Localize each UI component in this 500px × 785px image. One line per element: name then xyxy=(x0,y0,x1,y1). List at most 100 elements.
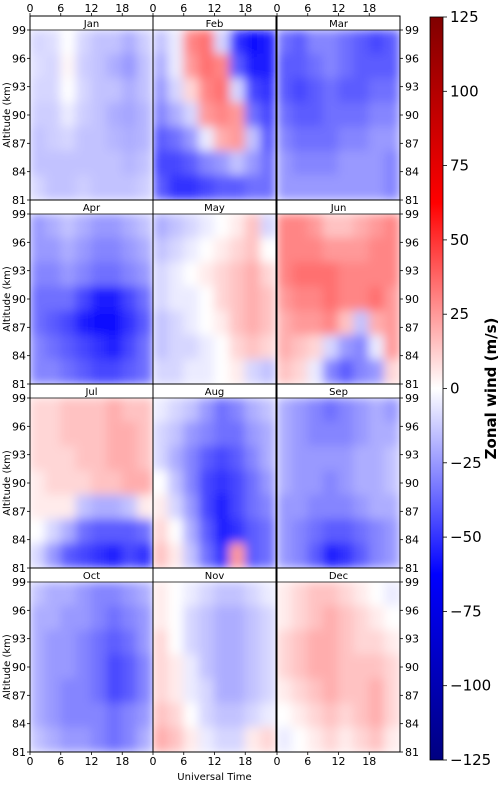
x-tick-label-bottom: 0 xyxy=(150,755,157,768)
heat-cell xyxy=(198,53,216,80)
heat-cell xyxy=(60,470,77,496)
heat-cell xyxy=(153,150,169,177)
heat-cell xyxy=(214,102,231,128)
heat-cell xyxy=(198,494,216,520)
heat-cell xyxy=(229,150,246,177)
y-tick-label-right: 81 xyxy=(405,562,419,575)
y-tick-label-right: 81 xyxy=(405,378,419,391)
heat-cell xyxy=(338,678,355,704)
heat-cell xyxy=(153,470,169,496)
heat-cell xyxy=(338,126,355,152)
y-tick-label-right: 93 xyxy=(405,449,419,462)
heat-cell xyxy=(291,654,309,680)
heat-cell xyxy=(75,102,93,128)
heat-cell xyxy=(60,421,77,448)
heat-cell xyxy=(214,518,231,545)
heat-cell xyxy=(75,543,93,568)
panel-title-bg xyxy=(277,384,400,398)
heat-cell xyxy=(214,494,231,520)
heat-cell xyxy=(384,654,400,680)
heat-cell xyxy=(91,421,108,448)
heat-cell xyxy=(322,126,340,152)
y-tick-label-right: 81 xyxy=(405,746,419,759)
heat-cell xyxy=(167,654,185,680)
heat-cell xyxy=(291,605,309,632)
heat-cell xyxy=(198,470,216,496)
panel-oct: Oct xyxy=(27,567,154,755)
heat-cell xyxy=(322,727,340,752)
heat-cell xyxy=(121,175,139,200)
heat-cell xyxy=(353,494,370,520)
heat-cell xyxy=(137,518,153,545)
heat-cell xyxy=(91,310,108,336)
heat-cell xyxy=(322,237,340,264)
panel-title-bg xyxy=(153,200,276,214)
heat-cell xyxy=(322,310,340,336)
x-tick-label-top: 6 xyxy=(180,2,187,15)
heat-cell xyxy=(384,543,400,568)
heat-cell xyxy=(338,398,355,423)
heat-cell xyxy=(121,494,139,520)
heat-cell xyxy=(30,310,46,336)
heat-cell xyxy=(183,398,200,423)
heat-cell xyxy=(167,543,185,568)
y-tick-label-right: 90 xyxy=(405,293,419,306)
heat-cell xyxy=(30,78,46,104)
heat-cell xyxy=(106,702,123,729)
heat-cell xyxy=(75,398,93,423)
heat-cell xyxy=(322,543,340,568)
heat-cell xyxy=(198,421,216,448)
heat-cell xyxy=(75,262,93,288)
heat-cell xyxy=(384,53,400,80)
heat-cell xyxy=(60,518,77,545)
heat-cell xyxy=(338,421,355,448)
colorbar-tick-label: 50 xyxy=(450,231,469,249)
heat-cell xyxy=(44,310,62,336)
heat-cell xyxy=(277,678,293,704)
heat-cell xyxy=(198,126,216,152)
heat-cell xyxy=(121,630,139,656)
heat-cell xyxy=(121,310,139,336)
heat-cell xyxy=(229,630,246,656)
heat-cell xyxy=(183,543,200,568)
y-tick-label-left: 93 xyxy=(12,81,26,94)
heat-cell xyxy=(91,630,108,656)
heat-cell xyxy=(106,518,123,545)
heat-cell xyxy=(167,518,185,545)
heat-cell xyxy=(291,334,309,361)
heat-cell xyxy=(322,150,340,177)
heat-cell xyxy=(353,630,370,656)
colorbar-label: Zonal wind (m/s) xyxy=(482,318,500,460)
heat-cell xyxy=(368,150,386,177)
heat-cell xyxy=(60,310,77,336)
heat-cell xyxy=(167,126,185,152)
heat-cell xyxy=(229,286,246,312)
heat-cell xyxy=(44,30,62,55)
heat-cell xyxy=(307,237,324,264)
heat-cell xyxy=(106,237,123,264)
y-tick-label-left: 93 xyxy=(12,633,26,646)
panel-title: Jun xyxy=(330,203,347,214)
panel-aug: Aug xyxy=(152,383,277,569)
heat-cell xyxy=(244,727,262,752)
heat-cell xyxy=(229,470,246,496)
heat-cell xyxy=(338,78,355,104)
heat-cell xyxy=(137,470,153,496)
heat-cell xyxy=(198,262,216,288)
panel-title: Nov xyxy=(205,571,225,582)
heat-cell xyxy=(214,310,231,336)
heat-cell xyxy=(198,582,216,607)
heat-cell xyxy=(137,78,153,104)
heat-cell xyxy=(153,237,169,264)
heat-cell xyxy=(244,359,262,384)
heat-cell xyxy=(368,543,386,568)
y-axis-label: Altitude (km) xyxy=(2,266,13,332)
heat-cell xyxy=(214,150,231,177)
heat-cell xyxy=(353,150,370,177)
heat-cell xyxy=(44,446,62,472)
heat-cell xyxy=(198,30,216,55)
heat-cell xyxy=(384,310,400,336)
heat-cell xyxy=(260,470,276,496)
heat-cell xyxy=(183,150,200,177)
heat-cell xyxy=(353,654,370,680)
